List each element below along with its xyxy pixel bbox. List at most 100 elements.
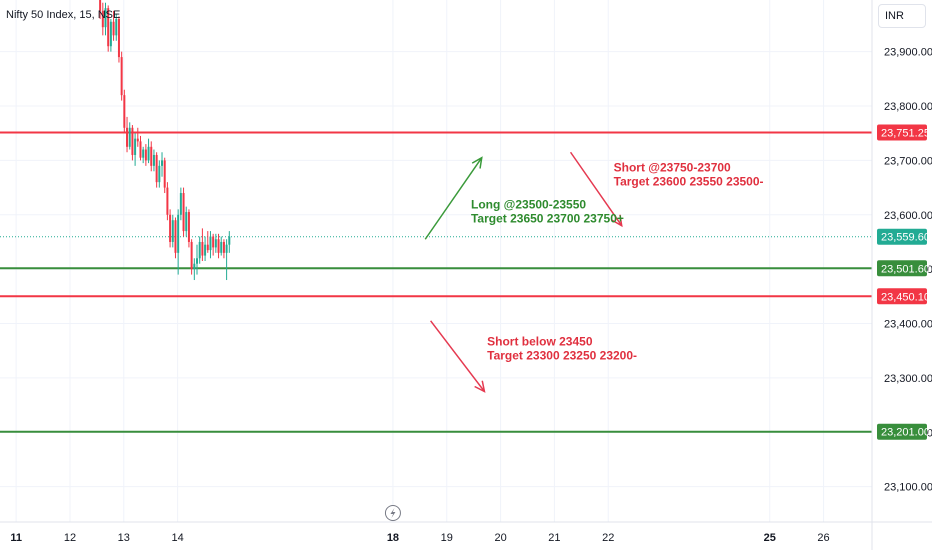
level-price-label: 23,501.60 — [881, 263, 930, 275]
candle — [136, 138, 139, 142]
level-price-label-bg — [877, 124, 927, 141]
trend-arrow-head — [474, 380, 486, 393]
last-price-label: 23,559.60 — [881, 232, 930, 244]
trend-arrow-line — [569, 151, 623, 227]
x-tick-label: 19 — [441, 532, 453, 544]
level-price-label-bg — [877, 260, 927, 277]
candle — [171, 220, 174, 242]
candle — [109, 21, 112, 47]
candle — [206, 244, 209, 251]
annotation-text: Long @23500-23550 — [471, 197, 586, 211]
y-tick-label: 23,100.00 — [884, 482, 932, 494]
y-tick-label: 23,400.00 — [884, 319, 932, 331]
candle — [217, 239, 220, 253]
candle — [177, 214, 180, 253]
y-tick-label: 23,700.00 — [884, 155, 932, 167]
candle — [147, 146, 150, 161]
candle — [209, 236, 212, 251]
x-tick-label: 20 — [494, 532, 506, 544]
candle — [107, 8, 110, 47]
candle — [212, 236, 215, 248]
candle — [196, 258, 199, 264]
trend-arrow-head — [471, 156, 483, 169]
lightning-icon-glyph — [390, 508, 396, 518]
x-tick-label: 26 — [817, 532, 829, 544]
y-tick-label: 23,800.00 — [884, 101, 932, 113]
level-price-label: 23,450.10 — [881, 291, 930, 303]
candle — [120, 57, 123, 96]
x-tick-label: 11 — [10, 532, 22, 544]
candle — [198, 241, 201, 259]
candle — [190, 241, 193, 270]
candle — [158, 165, 161, 183]
level-price-label: 23,201.00 — [881, 427, 930, 439]
annotation-text: Target 23300 23250 23200- — [487, 348, 637, 362]
candle — [144, 149, 147, 161]
candle — [115, 19, 118, 36]
candle — [161, 160, 164, 166]
candle — [169, 214, 172, 242]
x-tick-label: 12 — [64, 532, 76, 544]
annotation-text: Short below 23450 — [487, 334, 593, 348]
candle — [185, 212, 188, 232]
candle — [163, 160, 166, 188]
level-price-label-bg — [877, 423, 927, 440]
horizontal-levels — [0, 131, 872, 433]
level-price-label: 23,751.25 — [881, 128, 930, 140]
candle — [201, 241, 204, 256]
candle — [214, 239, 217, 248]
x-tick-label: 25 — [764, 532, 776, 544]
candle — [228, 236, 231, 245]
candle — [128, 127, 131, 147]
candle — [222, 241, 225, 253]
candle — [139, 141, 142, 158]
x-tick-label: 21 — [548, 532, 560, 544]
candle — [142, 149, 145, 158]
annotation-text: Target 23650 23700 23750+ — [471, 211, 624, 225]
x-tick-label: 13 — [118, 532, 130, 544]
candle — [99, 0, 102, 11]
candle — [174, 220, 177, 253]
x-tick-label: 14 — [172, 532, 184, 544]
candle — [104, 8, 107, 28]
candle — [117, 19, 120, 58]
price-labels: 23,751.25 23,501.60 23,450.10 23,201.00 23,5… — [877, 124, 930, 440]
candle — [112, 21, 115, 36]
level-price-label-bg — [877, 288, 927, 305]
candle — [123, 95, 126, 128]
candle — [126, 127, 129, 147]
candle — [179, 193, 182, 215]
trend-arrow-line — [430, 320, 486, 392]
candle — [152, 154, 155, 166]
grid — [0, 0, 872, 522]
trend-arrow-line — [424, 157, 483, 240]
candle — [101, 10, 104, 28]
y-tick-label: 23,900.00 — [884, 47, 932, 59]
candle — [155, 154, 158, 183]
symbol-title[interactable]: Nifty 50 Index, 15, NSE — [6, 9, 121, 21]
annotation-text: Target 23600 23550 23500- — [614, 174, 764, 188]
annotation-text: Short @23750-23700 — [614, 160, 731, 174]
candle — [225, 244, 228, 253]
candle — [220, 241, 223, 253]
candle — [166, 187, 169, 215]
candles — [99, 0, 231, 281]
candle — [187, 212, 190, 242]
candle — [150, 146, 153, 166]
currency-button[interactable]: INR — [878, 4, 926, 28]
y-tick-label: 23,600.00 — [884, 210, 932, 222]
candle — [134, 138, 137, 155]
candle — [193, 263, 196, 270]
trend-arrow-head — [611, 214, 623, 228]
candle — [204, 244, 207, 256]
y-tick-label: 23,300.00 — [884, 373, 932, 385]
x-tick-label: 22 — [602, 532, 614, 544]
candle — [131, 127, 134, 155]
candle — [182, 193, 185, 232]
last-price-label-bg — [877, 228, 927, 245]
x-tick-label: 18 — [387, 532, 399, 544]
